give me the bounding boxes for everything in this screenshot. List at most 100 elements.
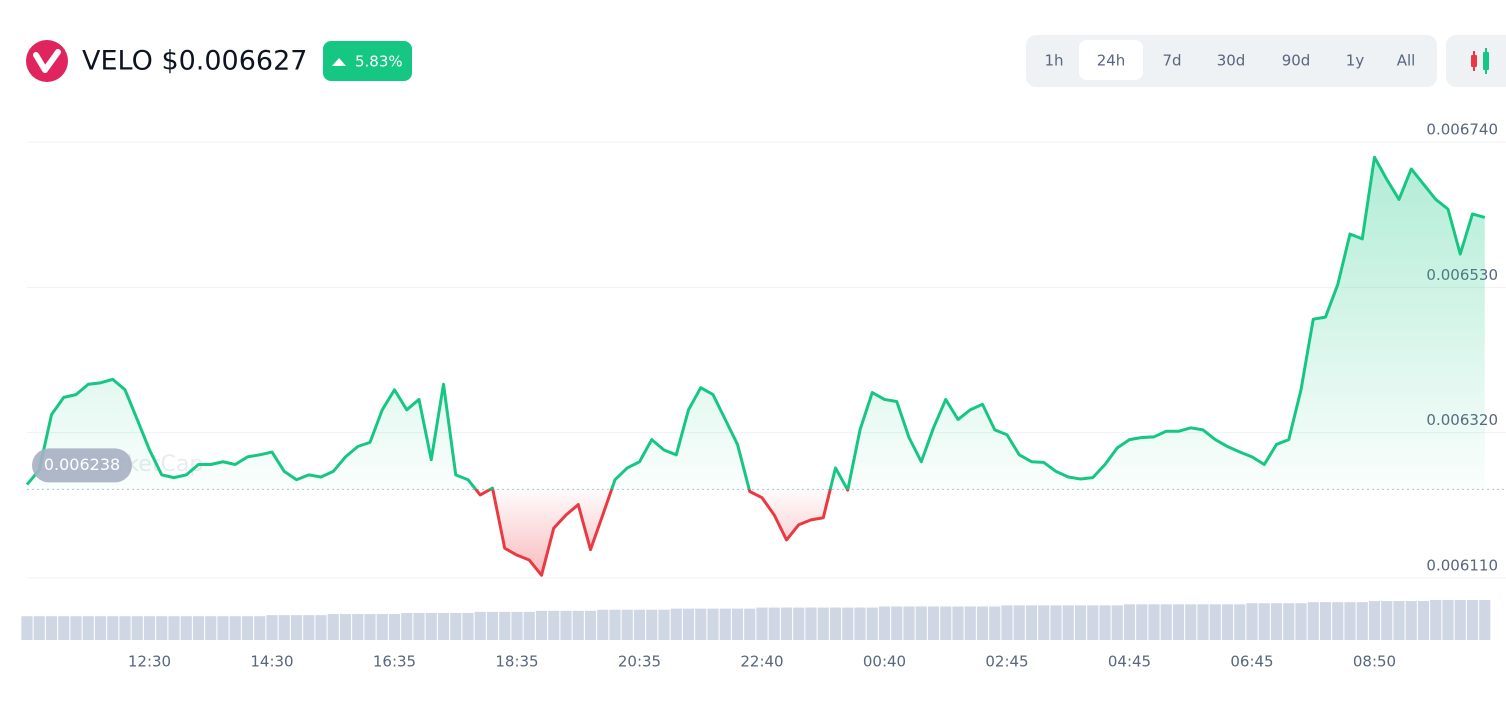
x-tick-label: 20:35 [618, 653, 661, 671]
volume-bar [1270, 603, 1283, 640]
volume-bar [1479, 600, 1491, 640]
volume-bar [58, 616, 70, 640]
volume-bar [952, 606, 964, 640]
volume-bar [486, 611, 499, 640]
price-line [25, 155, 1486, 577]
coin-logo [26, 40, 68, 82]
range-button[interactable]: 24h [1097, 52, 1126, 70]
volume-bar [915, 606, 927, 640]
volume-bar [976, 606, 989, 640]
volume-bar [327, 614, 339, 640]
logo-glyph [33, 49, 61, 73]
volume-bar [1074, 605, 1087, 640]
volume-bar [964, 606, 976, 640]
volume-bar [388, 614, 401, 640]
volume-bar [192, 616, 205, 640]
volume-bar [82, 616, 94, 640]
volume-bar [744, 608, 756, 640]
volume-bar [205, 616, 217, 640]
change-text: 5.83% [355, 53, 403, 71]
volume-bar [1013, 605, 1025, 640]
volume-bar [1111, 605, 1123, 640]
y-tick-label: 0.006110 [1426, 557, 1498, 575]
volume-bar [572, 610, 584, 640]
volume-bar [70, 616, 82, 640]
volume-bar [1344, 602, 1356, 640]
volume-bar [1136, 604, 1148, 640]
volume-bar [315, 615, 327, 640]
volume-bar [1221, 604, 1234, 640]
volume-bar [927, 606, 940, 640]
volume-bar [1393, 601, 1405, 640]
volume-bar [401, 612, 413, 640]
volume-bar [1197, 604, 1209, 640]
volume-bar [107, 616, 119, 640]
volume-bar [842, 607, 854, 640]
volume-bar [805, 607, 817, 640]
volume-bar [1381, 601, 1393, 640]
volume-bar [21, 616, 33, 640]
x-tick-label: 00:40 [863, 653, 906, 671]
volume-bar [1099, 605, 1111, 640]
volume-bar [1319, 602, 1332, 640]
volume-bar [45, 616, 58, 640]
volume-bar [278, 615, 290, 640]
volume-bar [1442, 600, 1454, 640]
volume-bar [376, 614, 388, 640]
volume-bar [1454, 600, 1466, 640]
volume-bar [891, 606, 903, 640]
volume-bar [1332, 602, 1344, 640]
volume-bar [1148, 604, 1160, 640]
volume-bar [1087, 605, 1099, 640]
volume-bar [33, 616, 45, 640]
range-button[interactable]: All [1397, 52, 1416, 70]
volume-bar [94, 616, 107, 640]
volume-bar [548, 610, 560, 640]
volume-bar [584, 610, 597, 640]
x-tick-label: 04:45 [1108, 653, 1151, 671]
volume-bar [1356, 602, 1368, 640]
volume-bar [731, 608, 744, 640]
volume-bar [633, 609, 646, 640]
volume-bar [413, 612, 425, 640]
volume-bar [131, 616, 143, 640]
volume-bar [1160, 604, 1172, 640]
volume-bar [1062, 605, 1074, 640]
volume-bar [1234, 604, 1246, 640]
volume-bar [437, 612, 450, 640]
volume-bar [523, 611, 535, 640]
change-badge [323, 41, 412, 81]
volume-bar [462, 612, 474, 640]
volume-bar [143, 616, 156, 640]
volume-bar [989, 606, 1001, 640]
range-button[interactable]: 1y [1346, 52, 1365, 70]
volume-bar [511, 611, 523, 640]
volume-bar [254, 616, 266, 640]
volume-bar [878, 606, 891, 640]
volume-bar [1430, 600, 1442, 640]
volume-bar [793, 607, 805, 640]
volume-bar [1295, 603, 1307, 640]
volume-bar [1025, 605, 1038, 640]
reference-badge [32, 448, 132, 483]
volume-bar [621, 609, 633, 640]
range-button[interactable]: 30d [1217, 52, 1246, 70]
range-button[interactable]: 1h [1044, 52, 1063, 70]
volume-bar [180, 616, 192, 640]
volume-bar [658, 609, 670, 640]
volume-bar [609, 609, 621, 640]
volume-bar [1123, 604, 1136, 640]
volume-bar [535, 610, 548, 640]
volume-bar [168, 616, 180, 640]
candle-icon [1471, 55, 1477, 67]
volume-bar [1307, 602, 1319, 640]
volume-bar [499, 611, 511, 640]
candle-icon [1483, 52, 1489, 70]
x-tick-label: 02:45 [985, 653, 1028, 671]
volume-bar [1038, 605, 1050, 640]
range-button[interactable]: 90d [1282, 52, 1311, 70]
range-button[interactable]: 7d [1162, 52, 1181, 70]
x-tick-label: 08:50 [1353, 653, 1396, 671]
volume-bar [695, 608, 707, 640]
volume-bar [1172, 604, 1185, 640]
